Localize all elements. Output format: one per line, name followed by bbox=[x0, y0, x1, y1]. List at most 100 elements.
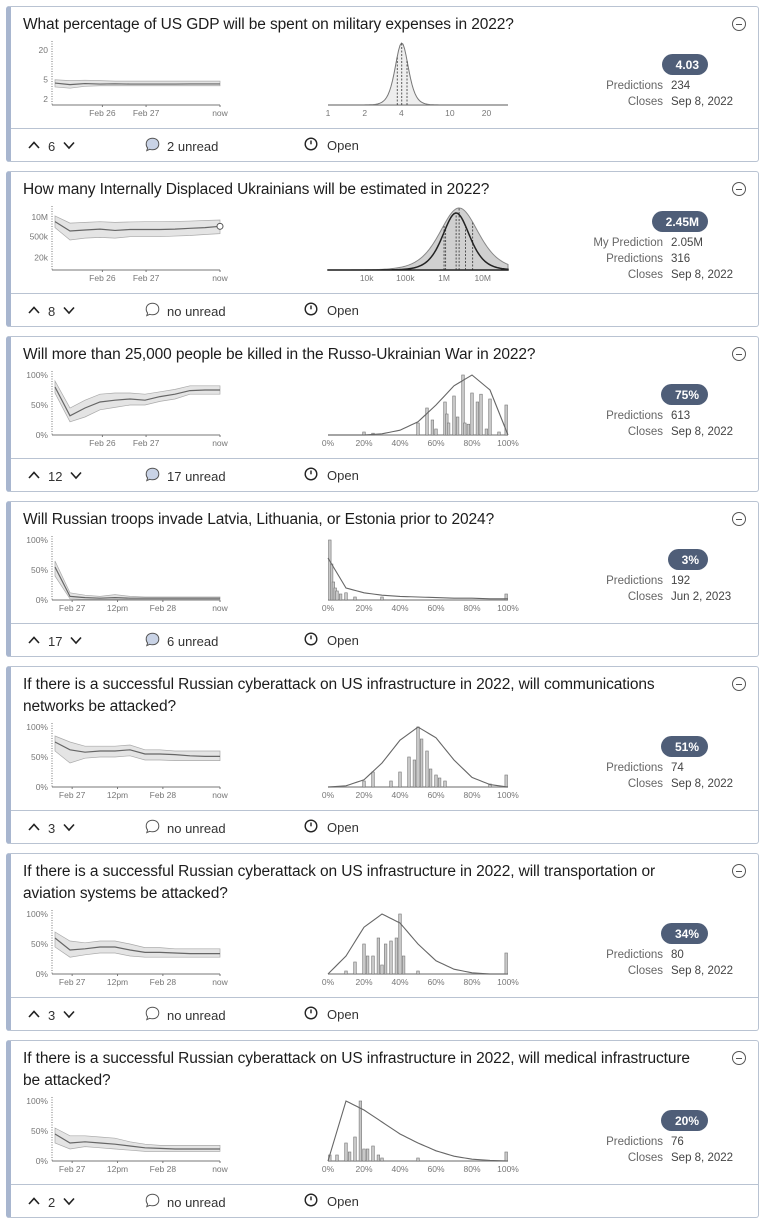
x-tick-label: 40% bbox=[391, 1164, 408, 1174]
x-tick-label: 0% bbox=[322, 438, 335, 448]
collapse-icon[interactable] bbox=[732, 347, 746, 361]
upvote-chevron-icon[interactable] bbox=[26, 302, 42, 321]
comments-link[interactable]: no unread bbox=[145, 302, 226, 320]
histogram-bar bbox=[353, 596, 357, 601]
downvote-chevron-icon[interactable] bbox=[61, 1006, 77, 1025]
question-card[interactable]: Will more than 25,000 people be killed i… bbox=[6, 336, 759, 492]
question-card[interactable]: If there is a successful Russian cyberat… bbox=[6, 666, 759, 844]
comments-link[interactable]: 2 unread bbox=[145, 137, 218, 155]
close-date-value: Sep 8, 2022 bbox=[671, 269, 734, 281]
close-date-row: Closes Sep 8, 2022 bbox=[538, 424, 738, 440]
histogram-bar bbox=[463, 422, 467, 436]
x-tick-label: 80% bbox=[463, 603, 480, 613]
question-card[interactable]: Will Russian troops invade Latvia, Lithu… bbox=[6, 501, 759, 657]
my-prediction-label: My Prediction bbox=[593, 237, 663, 249]
comments-status: no unread bbox=[167, 303, 226, 319]
question-card[interactable]: If there is a successful Russian cyberat… bbox=[6, 853, 759, 1031]
question-title[interactable]: What percentage of US GDP will be spent … bbox=[23, 16, 514, 33]
histogram-bar bbox=[376, 937, 381, 975]
question-stats: 51% Predictions 74 Closes Sep 8, 2022 bbox=[538, 718, 738, 810]
vote-control: 6 bbox=[26, 137, 77, 156]
x-tick-label: 80% bbox=[463, 790, 480, 800]
histogram-bar bbox=[362, 943, 366, 975]
x-tick-label: 100% bbox=[497, 603, 519, 613]
upvote-chevron-icon[interactable] bbox=[26, 632, 42, 651]
status-label: Open bbox=[327, 138, 359, 153]
histogram-bar bbox=[437, 777, 442, 788]
x-tick-label: 1M bbox=[438, 273, 450, 283]
upvote-chevron-icon[interactable] bbox=[26, 467, 42, 486]
histogram-bar bbox=[365, 1148, 370, 1162]
y-tick-label: 50% bbox=[31, 565, 48, 575]
status-label: Open bbox=[327, 303, 359, 318]
question-status: Open bbox=[304, 137, 359, 154]
upvote-chevron-icon[interactable] bbox=[26, 1006, 42, 1025]
y-tick-label: 50% bbox=[31, 400, 48, 410]
upvote-chevron-icon[interactable] bbox=[26, 137, 42, 156]
close-date-row: Closes Sep 8, 2022 bbox=[538, 776, 738, 792]
histogram-bar bbox=[484, 428, 489, 436]
community-prediction-badge: 4.03 bbox=[538, 36, 708, 75]
charts-row: 100% 50% 0% Feb 27 12pm Feb 28 now 0% 20% 40% 60% 8… bbox=[11, 1092, 758, 1184]
confidence-band bbox=[54, 1127, 221, 1152]
upvote-chevron-icon[interactable] bbox=[26, 1193, 42, 1212]
community-prediction-value: 34% bbox=[674, 926, 699, 941]
my-prediction-value: 2.05M bbox=[671, 237, 703, 249]
collapse-icon[interactable] bbox=[732, 677, 746, 691]
upvote-chevron-icon[interactable] bbox=[26, 819, 42, 838]
predictions-count-row: Predictions 80 bbox=[538, 947, 738, 963]
status-label: Open bbox=[327, 820, 359, 835]
y-tick-label: 5 bbox=[43, 74, 48, 84]
question-list: What percentage of US GDP will be spent … bbox=[6, 6, 759, 1227]
x-tick-label: 12pm bbox=[107, 1164, 128, 1174]
downvote-chevron-icon[interactable] bbox=[61, 302, 77, 321]
question-title[interactable]: If there is a successful Russian cyberat… bbox=[23, 676, 655, 715]
histogram-bar bbox=[335, 1154, 339, 1162]
collapse-icon[interactable] bbox=[732, 1051, 746, 1065]
community-distribution-curve bbox=[327, 557, 508, 600]
histogram-bar bbox=[362, 1148, 366, 1162]
downvote-chevron-icon[interactable] bbox=[61, 1193, 77, 1212]
question-title[interactable]: If there is a successful Russian cyberat… bbox=[23, 1050, 690, 1089]
charts-row: 10M 500k 20k Feb 26 Feb 27 now 10k 100k 1M 10M 2.4… bbox=[11, 201, 758, 293]
community-distribution-curve bbox=[327, 913, 508, 975]
histogram-bar bbox=[371, 771, 375, 788]
question-card[interactable]: What percentage of US GDP will be spent … bbox=[6, 6, 759, 162]
question-title[interactable]: Will Russian troops invade Latvia, Lithu… bbox=[23, 511, 495, 528]
collapse-icon[interactable] bbox=[732, 864, 746, 878]
collapse-icon[interactable] bbox=[732, 512, 746, 526]
histogram-bar bbox=[419, 738, 424, 788]
x-tick-label: 20 bbox=[482, 108, 492, 118]
community-prediction-badge: 2.45M bbox=[538, 201, 708, 232]
question-title[interactable]: Will more than 25,000 people be killed i… bbox=[23, 346, 536, 363]
x-tick-label: 100% bbox=[497, 977, 519, 987]
question-title[interactable]: If there is a successful Russian cyberat… bbox=[23, 863, 656, 902]
clock-icon bbox=[304, 632, 318, 649]
comments-link[interactable]: 17 unread bbox=[145, 467, 226, 485]
close-date-label: Closes bbox=[627, 778, 663, 790]
downvote-chevron-icon[interactable] bbox=[68, 467, 84, 486]
close-date-value: Sep 8, 2022 bbox=[671, 96, 734, 108]
question-title[interactable]: How many Internally Displaced Ukrainians… bbox=[23, 181, 490, 198]
question-card[interactable]: If there is a successful Russian cyberat… bbox=[6, 1040, 759, 1218]
comment-bubble-icon bbox=[145, 1193, 160, 1211]
x-tick-label: 100% bbox=[497, 790, 519, 800]
downvote-chevron-icon[interactable] bbox=[61, 819, 77, 838]
comments-link[interactable]: no unread bbox=[145, 1193, 226, 1211]
downvote-chevron-icon[interactable] bbox=[61, 137, 77, 156]
question-card[interactable]: How many Internally Displaced Ukrainians… bbox=[6, 171, 759, 327]
collapse-icon[interactable] bbox=[732, 17, 746, 31]
x-tick-label: 12pm bbox=[107, 790, 128, 800]
comments-link[interactable]: no unread bbox=[145, 819, 226, 837]
comments-link[interactable]: no unread bbox=[145, 1006, 226, 1024]
x-tick-label: 40% bbox=[391, 603, 408, 613]
x-tick-label: now bbox=[212, 977, 228, 987]
collapse-icon[interactable] bbox=[732, 182, 746, 196]
predictions-count-label: Predictions bbox=[606, 80, 663, 92]
comments-link[interactable]: 6 unread bbox=[145, 632, 218, 650]
question-charts: 100% 50% 0% Feb 26 Feb 27 now 0% 20% 40% 60% 80% 10… bbox=[26, 370, 519, 448]
charts-row: 20 5 2 Feb 26 Feb 27 now 1 2 4 10 20 4.03 Prediction… bbox=[11, 36, 758, 128]
question-charts: 100% 50% 0% Feb 27 12pm Feb 28 now 0% 20% 40% 60% 8… bbox=[26, 722, 519, 800]
downvote-chevron-icon[interactable] bbox=[68, 632, 84, 651]
charts-row: 100% 50% 0% Feb 27 12pm Feb 28 now 0% 20% 40% 60% 8… bbox=[11, 531, 758, 623]
